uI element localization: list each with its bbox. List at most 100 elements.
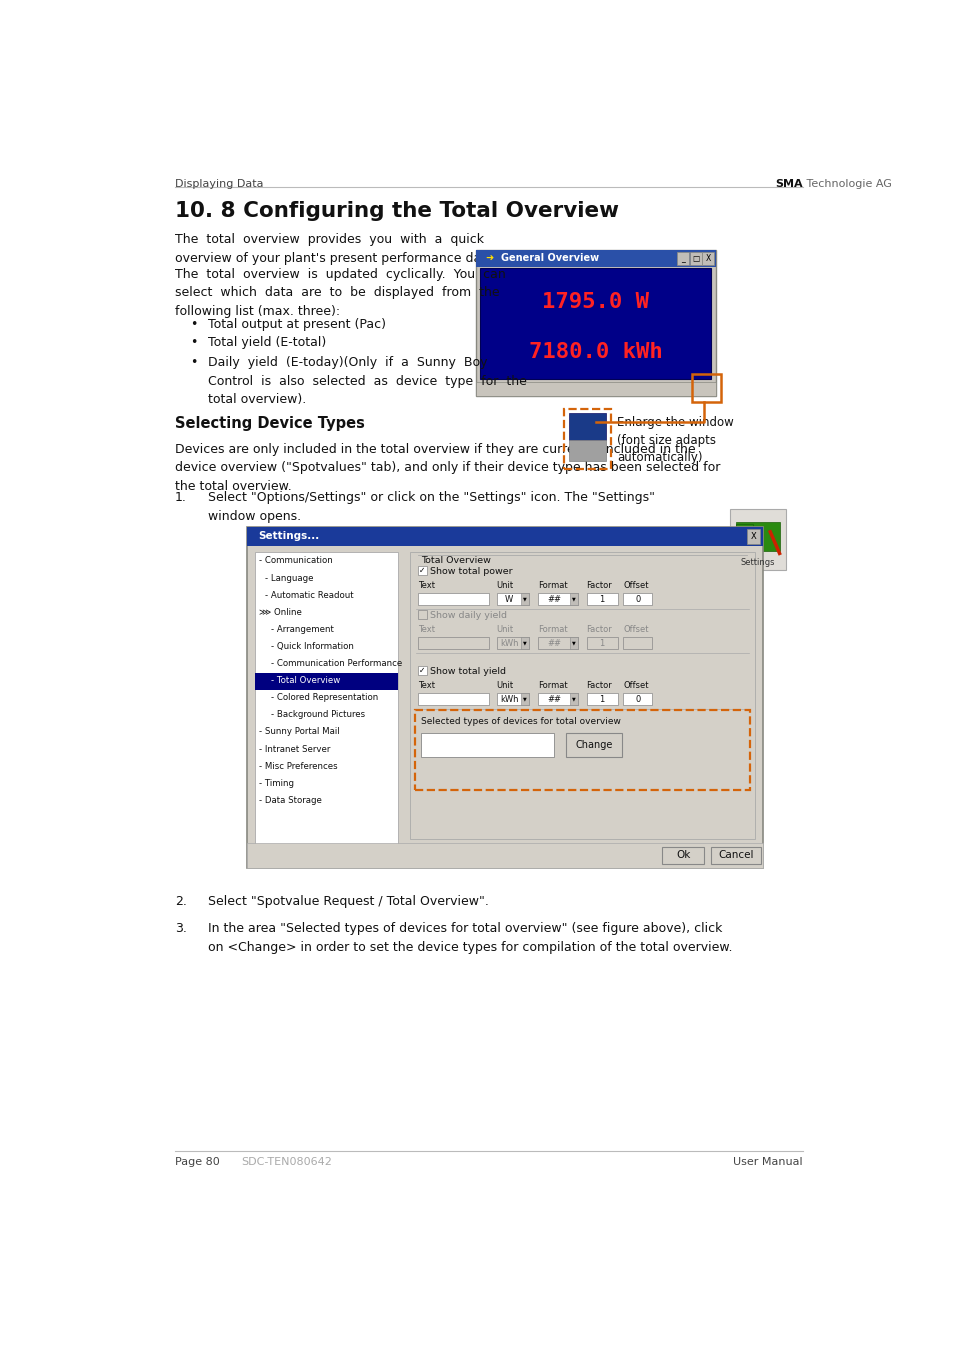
Text: ▼: ▼ [572,696,576,702]
Bar [622,637,652,649]
Bar [415,710,749,790]
Text: ▼: ▼ [523,596,527,602]
Bar [570,594,578,604]
Text: The  total  overview  provides  you  with  a  quick
overview of your plant's pre: The total overview provides you with a q… [174,233,497,265]
Text: Displaying Data: Displaying Data [174,180,263,189]
Text: •: • [191,337,197,349]
Bar [661,846,703,864]
Bar [537,637,578,649]
Bar [476,250,716,396]
Bar [710,846,760,864]
Bar [537,594,578,604]
Bar [521,637,529,649]
Bar [476,383,716,396]
Bar [247,842,761,868]
Text: Show total yield: Show total yield [430,668,505,676]
Text: - Communication: - Communication [258,557,333,565]
Text: Select "Spotvalue Request / Total Overview".: Select "Spotvalue Request / Total Overvi… [208,895,488,909]
Text: - Language: - Language [265,573,314,583]
Text: Text: Text [417,681,435,691]
Text: Factor: Factor [586,681,612,691]
Bar [729,508,785,571]
Text: - Timing: - Timing [258,779,294,788]
Text: Technologie AG: Technologie AG [802,180,891,189]
Text: ##: ## [546,695,560,704]
Bar [586,594,617,604]
Text: 1795.0 W: 1795.0 W [542,292,649,312]
Bar [247,527,761,868]
Text: ▼: ▼ [523,641,527,646]
Text: Total Overview: Total Overview [420,557,490,565]
Bar [417,610,427,619]
Text: Unit: Unit [497,581,514,589]
Text: Format: Format [537,581,567,589]
Bar [410,552,754,840]
Text: Text: Text [417,581,435,589]
Text: ▼: ▼ [523,696,527,702]
Text: 3.: 3. [174,922,187,936]
Text: Factor: Factor [586,625,612,634]
Bar [689,251,700,265]
Text: Selecting Device Types: Selecting Device Types [174,416,365,431]
Text: 2.: 2. [174,895,187,909]
Text: Ok: Ok [675,850,690,860]
Bar [497,594,529,604]
Bar [537,694,578,706]
Text: - Total Overview: - Total Overview [271,676,340,685]
Text: 1: 1 [598,638,604,648]
Text: 0: 0 [635,595,639,604]
Text: General Overview: General Overview [500,253,598,264]
Text: Unit: Unit [497,625,514,634]
Text: Selected types of devices for total overview: Selected types of devices for total over… [420,718,620,726]
Text: 1.: 1. [174,491,187,504]
Text: In the area "Selected types of devices for total overview" (see figure above), c: In the area "Selected types of devices f… [208,922,731,953]
Text: Show daily yield: Show daily yield [430,611,506,621]
Bar [622,594,652,604]
Text: - Sunny Portal Mail: - Sunny Portal Mail [258,727,339,737]
Text: 7180.0 kWh: 7180.0 kWh [529,342,662,362]
Text: •: • [191,318,197,331]
Bar [521,694,529,706]
Text: Settings: Settings [740,558,774,566]
Text: ✓: ✓ [418,667,425,676]
Text: ##: ## [546,638,560,648]
Text: ▼: ▼ [572,596,576,602]
Text: Text: Text [417,625,435,634]
Bar [676,251,688,265]
Text: Offset: Offset [622,625,648,634]
Bar [736,525,753,534]
Bar [417,566,427,576]
Text: SDC-TEN080642: SDC-TEN080642 [241,1157,332,1167]
Text: Total output at present (Pac): Total output at present (Pac) [208,318,385,331]
Text: Page 80: Page 80 [174,1157,219,1167]
Bar [476,250,716,266]
Text: _: _ [680,254,684,264]
Text: - Data Storage: - Data Storage [258,796,321,804]
Text: X: X [750,531,756,541]
Bar [417,667,427,676]
Text: Daily  yield  (E-today)(Only  if  a  Sunny  Boy
Control  is  also  selected  as : Daily yield (E-today)(Only if a Sunny Bo… [208,357,526,407]
Bar [521,594,529,604]
Text: Total yield (E-total): Total yield (E-total) [208,337,326,349]
Text: Settings...: Settings... [257,531,319,541]
Text: The  total  overview  is  updated  cyclically.  You  can
select  which  data  ar: The total overview is updated cyclically… [174,268,505,318]
Bar [497,694,529,706]
Text: Factor: Factor [586,581,612,589]
Text: - Misc Preferences: - Misc Preferences [258,761,337,771]
Text: 1: 1 [598,695,604,704]
Bar [254,552,397,845]
Text: Unit: Unit [497,681,514,691]
Bar [480,268,711,379]
Text: - Communication Performance: - Communication Performance [271,658,402,668]
Text: Show total power: Show total power [430,568,512,576]
Bar [417,594,489,604]
Text: - Background Pictures: - Background Pictures [271,710,365,719]
Bar [746,529,760,544]
Text: Offset: Offset [622,581,648,589]
Bar [586,694,617,706]
Text: ⋙ Online: ⋙ Online [258,608,301,617]
Text: ▼: ▼ [572,641,576,646]
Text: X: X [705,254,710,264]
Text: Select "Options/Settings" or click on the "Settings" icon. The "Settings"
window: Select "Options/Settings" or click on th… [208,491,654,522]
Bar [417,637,489,649]
